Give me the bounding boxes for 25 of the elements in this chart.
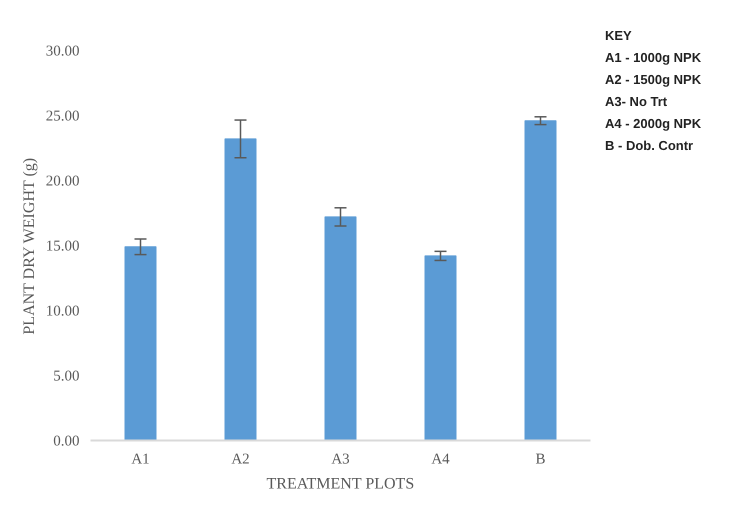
bar <box>324 216 356 440</box>
y-tick-label: 15.00 <box>46 238 80 254</box>
y-tick-label: 30.00 <box>46 44 80 60</box>
y-tick-label: 0.00 <box>53 434 80 450</box>
bar <box>124 246 156 440</box>
y-tick-label: 25.00 <box>46 108 80 124</box>
text: KEY <box>605 28 632 43</box>
y-axis-title: PLANT DRY WEIGHT (g) <box>20 158 38 335</box>
y-tick-label: 20.00 <box>46 174 80 190</box>
x-tick-label: A1 <box>131 452 150 468</box>
bar <box>424 255 456 440</box>
text: A1 - 1000g NPK <box>605 50 702 65</box>
x-tick-label: A2 <box>231 452 250 468</box>
bar <box>524 120 556 440</box>
y-tick-label: 10.00 <box>46 304 80 320</box>
x-tick-label: A3 <box>331 452 350 468</box>
text: B - Dob. Contr <box>605 138 694 153</box>
text: A4 - 2000g NPK <box>605 116 702 131</box>
text: A2 - 1500g NPK <box>605 72 702 87</box>
bar <box>224 138 256 440</box>
x-tick-label: A4 <box>431 452 450 468</box>
text: A3- No Trt <box>605 94 668 109</box>
x-axis-title: TREATMENT PLOTS <box>266 476 414 492</box>
x-tick-label: B <box>536 452 546 468</box>
y-tick-label: 5.00 <box>53 368 80 384</box>
